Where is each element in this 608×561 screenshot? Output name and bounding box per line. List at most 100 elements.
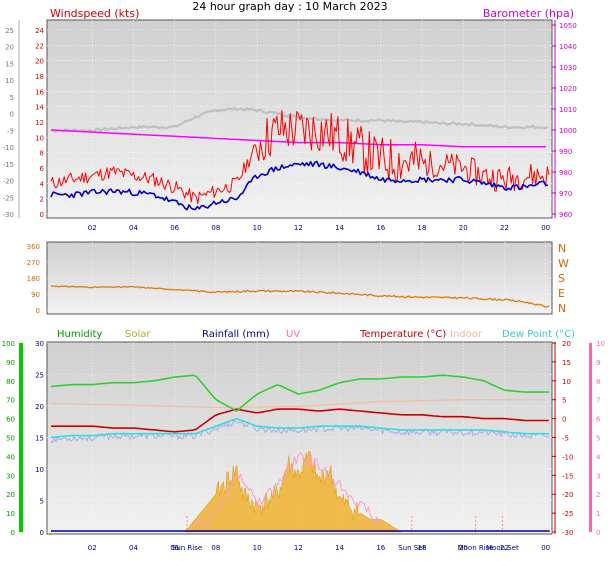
- uv-tick-label: 10: [596, 340, 605, 348]
- legend-entry: Solar: [125, 329, 151, 340]
- compass-label: W: [558, 257, 569, 270]
- wind-tick-label: 6: [40, 165, 45, 173]
- direction-tick-label: 0: [36, 307, 40, 315]
- direction-tick-label: 360: [27, 243, 40, 251]
- uv-tick-label: 8: [596, 378, 600, 386]
- x-tick-label: 10: [253, 224, 262, 232]
- temp-tick-label: 0: [10, 111, 14, 119]
- chart-title: 24 hour graph day : 10 March 2023: [192, 0, 387, 13]
- baro-tick-label: 1010: [559, 106, 577, 114]
- wind-tick-label: 18: [35, 73, 44, 81]
- x-tick-label: 16: [376, 224, 385, 232]
- baro-tick-label: 990: [559, 148, 572, 156]
- wind-tick-label: 4: [40, 180, 45, 188]
- baro-tick-label: 1030: [559, 64, 577, 72]
- rain-tick-label: 15: [35, 435, 44, 443]
- x-tick-label: 12: [294, 544, 303, 552]
- dew-point-line: [50, 418, 549, 439]
- x-tick-label: 18: [418, 224, 427, 232]
- legend-entry: Rainfall (mm): [202, 329, 270, 340]
- barometer-axis-label: Barometer (hpa): [483, 7, 574, 20]
- x-tick-label: 06: [170, 224, 179, 232]
- uv-tick-label: 1: [596, 510, 600, 518]
- legend-entry: Indoor: [450, 329, 483, 340]
- windspeed-axis-label: Windspeed (kts): [50, 7, 139, 20]
- x-tick-label: 12: [294, 224, 303, 232]
- humidity-tick-label: 10: [6, 510, 15, 518]
- temp-tick-label: -30: [562, 529, 573, 537]
- x-tick-label: 08: [211, 224, 220, 232]
- x-tick-label: 04: [129, 544, 138, 552]
- compass-label: N: [558, 242, 566, 255]
- baro-tick-label: 960: [559, 211, 572, 219]
- temp-tick-label: -5: [7, 127, 14, 135]
- event-label: Moon Set: [486, 544, 519, 552]
- uv-tick-label: 7: [596, 397, 600, 405]
- humidity-tick-label: 50: [6, 435, 15, 443]
- baro-tick-label: 1040: [559, 43, 577, 51]
- uv-tick-label: 4: [596, 453, 601, 461]
- rain-tick-label: 25: [35, 372, 44, 380]
- event-label: Sun Set: [398, 544, 425, 552]
- temp-tick-label: -20: [562, 491, 573, 499]
- uv-tick-label: 9: [596, 359, 600, 367]
- humidity-tick-label: 40: [6, 453, 15, 461]
- wind-gust-line: [50, 109, 550, 204]
- x-tick-label: 14: [335, 224, 344, 232]
- direction-tick-label: 180: [27, 275, 40, 283]
- legend-entry: Dew Point (°C): [502, 329, 575, 340]
- x-tick-label: 20: [459, 224, 468, 232]
- wind-avg-line: [50, 160, 548, 211]
- compass-label: N: [558, 302, 566, 315]
- uv-line: [194, 452, 381, 533]
- multi-panel-ticks: 3025201510501009080706050403020100201510…: [2, 340, 605, 552]
- wind-tick-label: 14: [35, 104, 44, 112]
- uv-tick-label: 0: [596, 529, 600, 537]
- x-tick-label: 20: [459, 544, 468, 552]
- x-tick-label: 04: [129, 224, 138, 232]
- dew-point-noise-line: [50, 419, 550, 444]
- temp-tick-label: 20: [562, 340, 571, 348]
- legend-entry: UV: [286, 329, 300, 340]
- humidity-tick-label: 90: [6, 359, 15, 367]
- x-tick-label: 00: [541, 544, 550, 552]
- x-tick-label: 10: [253, 544, 262, 552]
- wind-tick-label: 0: [40, 211, 44, 219]
- uv-tick-label: 6: [596, 416, 601, 424]
- wind-tick-label: 2: [40, 196, 44, 204]
- event-label: Moon Rise: [458, 544, 494, 552]
- humidity-tick-label: 70: [6, 397, 15, 405]
- humidity-tick-label: 80: [6, 378, 15, 386]
- humidity-axis-bar: [19, 343, 23, 532]
- baro-tick-label: 970: [559, 190, 572, 198]
- x-tick-label: 14: [335, 544, 344, 552]
- humidity-line: [50, 374, 549, 412]
- direction-line: [50, 285, 550, 308]
- temp-tick-label: 0: [562, 416, 566, 424]
- x-tick-label: 02: [88, 544, 97, 552]
- baro-tick-label: 1050: [559, 22, 577, 30]
- temp-tick-label: 25: [5, 27, 14, 35]
- indoor-line: [50, 399, 546, 408]
- temp-tick-label: 10: [562, 378, 571, 386]
- temp-tick-label: -25: [562, 510, 573, 518]
- rain-tick-label: 30: [35, 340, 44, 348]
- temp-tick-label: 5: [10, 94, 14, 102]
- multi-panel-series: [50, 374, 550, 533]
- direction-panel-series: [50, 285, 550, 308]
- x-tick-label: 22: [500, 224, 509, 232]
- temp-tick-label: 5: [562, 397, 566, 405]
- humidity-tick-label: 30: [6, 472, 15, 480]
- direction-tick-label: 270: [27, 259, 40, 267]
- baro-tick-label: 980: [559, 169, 572, 177]
- legend-entry: Temperature (°C): [359, 329, 446, 340]
- x-tick-label: 22: [500, 544, 509, 552]
- wind-tick-label: 24: [35, 27, 44, 35]
- direction-panel-grid: [47, 242, 552, 314]
- x-tick-label: 18: [418, 544, 427, 552]
- temp-tick-label: 15: [5, 60, 14, 68]
- humidity-tick-label: 20: [6, 491, 15, 499]
- compass-label: E: [558, 287, 565, 300]
